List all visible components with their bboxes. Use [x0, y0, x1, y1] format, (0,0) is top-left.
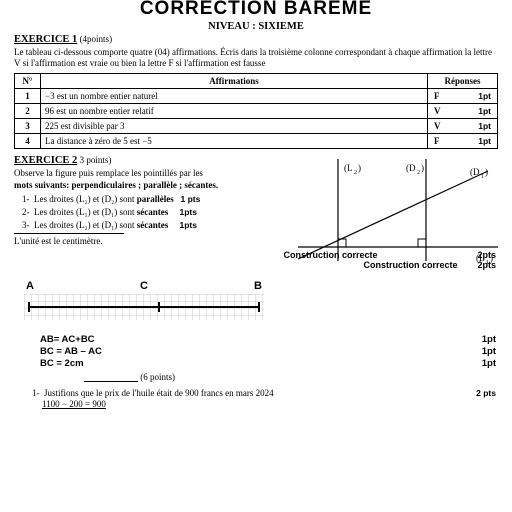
row-rep: F1pt [428, 88, 498, 103]
row-text: −3 est un nombre entier naturel [41, 88, 428, 103]
ex2-header: EXERCICE 2 [14, 155, 77, 166]
th-rep: Réponses [428, 73, 498, 88]
row-num: 1 [15, 88, 41, 103]
row-rep: F1pt [428, 133, 498, 148]
svg-text:(L: (L [344, 163, 353, 173]
row-num: 4 [15, 133, 41, 148]
point-a: A [26, 280, 34, 292]
eq-row: BC = 2cm1pt [40, 358, 496, 369]
eq-row: BC = AB – AC1pt [40, 346, 496, 357]
ex1-table: N° Affirmations Réponses 1 −3 est un nom… [14, 73, 498, 149]
ex2-wordlist: mots suivants: perpendiculaires ; parall… [14, 180, 280, 190]
exercice-2: EXERCICE 2 3 points) Observe la figure p… [14, 155, 498, 230]
row-num: 2 [15, 103, 41, 118]
segment-figure: A C B [24, 280, 264, 324]
table-row: 2 96 est un nombre entier relatif V1pt [15, 103, 498, 118]
svg-text:): ) [490, 253, 493, 263]
ex1-intro: Le tableau ci-dessous comporte quatre (0… [14, 47, 498, 70]
svg-text:1: 1 [481, 174, 484, 180]
ans-line: 1- Les droites (L₂) et (D₂) sont parallè… [22, 194, 280, 204]
row-rep: V1pt [428, 103, 498, 118]
point-b: B [254, 280, 262, 292]
svg-text:2: 2 [417, 170, 420, 176]
table-row: 3 225 est divisible par 3 V1pt [15, 118, 498, 133]
ans-line: 3- Les droites (L₂) et (D₁) sont sécante… [22, 220, 280, 230]
svg-text:): ) [358, 163, 361, 173]
segment-line [28, 306, 260, 308]
svg-text:): ) [485, 167, 488, 177]
svg-text:(D: (D [470, 167, 480, 177]
svg-text:(D: (D [406, 163, 416, 173]
divider [14, 233, 124, 234]
row-text: 225 est divisible par 3 [41, 118, 428, 133]
tick-b [258, 302, 260, 312]
tick-a [28, 302, 30, 312]
point-c: C [140, 280, 148, 292]
th-aff: Affirmations [41, 73, 428, 88]
svg-text:(L: (L [476, 253, 485, 263]
svg-text:2: 2 [354, 170, 357, 176]
exercice-1: EXERCICE 1 (4points) Le tableau ci-desso… [14, 34, 498, 149]
eq-row: AB= AC+BC1pt [40, 334, 496, 345]
row-text: 96 est un nombre entier relatif [41, 103, 428, 118]
equations: AB= AC+BC1pt BC = AB – AC1pt BC = 2cm1pt [40, 334, 498, 369]
page-subtitle: NIVEAU : SIXIEME [14, 21, 498, 32]
ex2-observe: Observe la figure puis remplace les poin… [14, 168, 280, 178]
row-rep: V1pt [428, 118, 498, 133]
ex2-answers: 1- Les droites (L₂) et (D₂) sont parallè… [22, 194, 280, 230]
ex1-points: (4points) [80, 34, 113, 44]
table-row: 1 −3 est un nombre entier naturel F1pt [15, 88, 498, 103]
page-title-cut: CORRECTION BARÈME [14, 0, 498, 20]
ex1-header: EXERCICE 1 [14, 34, 77, 45]
ex4-points: (6 points) [84, 372, 498, 382]
justify-line: 1- Justifions que le prix de l'huile éta… [32, 388, 496, 398]
ans-line: 2- Les droites (L₁) et (D₁) sont sécante… [22, 207, 280, 217]
geometry-figure: (L2) (D2) (D1) (L1) [298, 159, 498, 269]
svg-text:): ) [421, 163, 424, 173]
row-num: 3 [15, 118, 41, 133]
calc-line: 1100 − 200 = 900 [42, 399, 498, 409]
ex2-points: 3 points) [77, 155, 111, 165]
row-text: La distance à zéro de 5 est −5 [41, 133, 428, 148]
th-num: N° [15, 73, 41, 88]
tick-c [158, 302, 160, 312]
table-row: 4 La distance à zéro de 5 est −5 F1pt [15, 133, 498, 148]
svg-text:1: 1 [486, 260, 489, 266]
